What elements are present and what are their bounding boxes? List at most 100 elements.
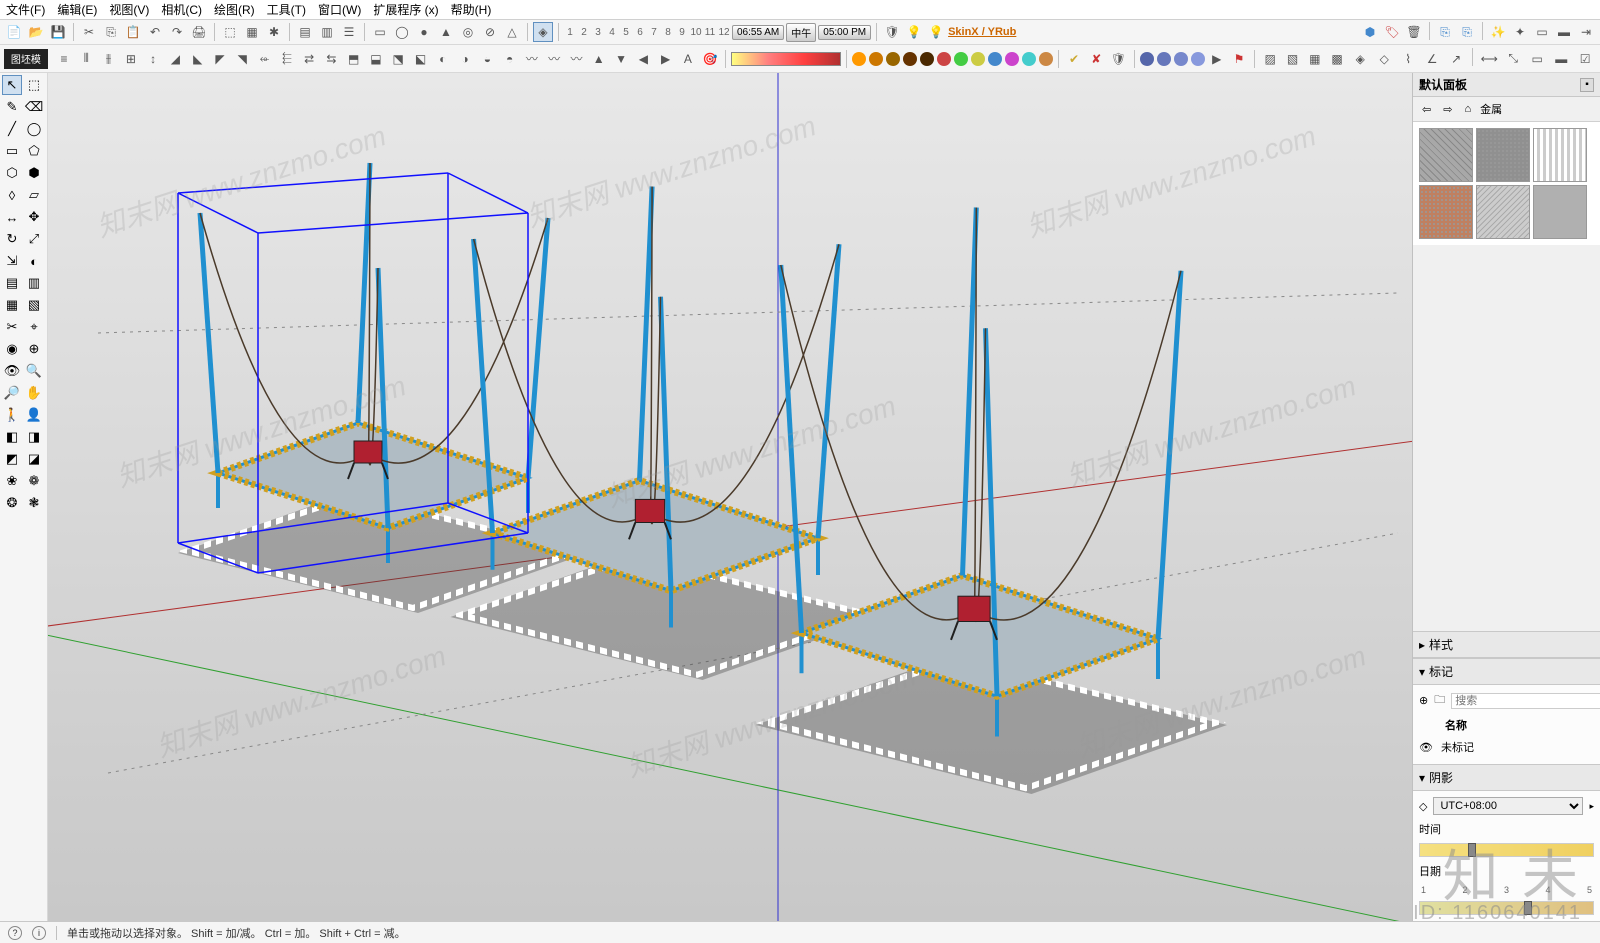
tb2-icon[interactable]: 🎯 <box>700 48 720 70</box>
tool-button[interactable]: ✥ <box>24 207 44 227</box>
color-dot[interactable] <box>954 52 968 66</box>
tb-copy3-icon[interactable]: ⎘ <box>1457 22 1477 42</box>
tool-button[interactable]: 🚶 <box>2 405 22 425</box>
tag-folder-icon[interactable]: 🗀 <box>1434 691 1445 710</box>
nav-home-icon[interactable]: ⌂ <box>1461 103 1474 115</box>
tb-num[interactable]: 5 <box>620 27 632 38</box>
tb2-icon[interactable]: ◤ <box>210 48 230 70</box>
tb2-hatch-icon[interactable]: ▦ <box>1305 48 1325 70</box>
menu-edit[interactable]: 编辑(E) <box>57 1 97 18</box>
tb-trash-icon[interactable]: 🗑 <box>1404 22 1424 42</box>
tb2-icon[interactable]: ◒ <box>477 48 497 70</box>
color-dot[interactable] <box>1174 52 1188 66</box>
tb-redo-icon[interactable]: ↷ <box>167 22 187 42</box>
tb2-icon[interactable]: ◢ <box>165 48 185 70</box>
tool-button[interactable]: ▱ <box>24 185 44 205</box>
material-swatch[interactable] <box>1476 128 1530 182</box>
tb2-icon[interactable]: ◑ <box>455 48 475 70</box>
material-swatch[interactable] <box>1419 185 1473 239</box>
tool-button[interactable]: ⇲ <box>2 251 22 271</box>
tool-button[interactable]: ⌖ <box>24 317 44 337</box>
tb-cut-icon[interactable]: ✂ <box>79 22 99 42</box>
color-dot[interactable] <box>1022 52 1036 66</box>
tb2-icon[interactable]: ◓ <box>499 48 519 70</box>
tb2-icon[interactable]: ⇄ <box>299 48 319 70</box>
menu-draw[interactable]: 绘图(R) <box>214 1 255 18</box>
material-category[interactable]: 金属 <box>1480 101 1502 117</box>
tb2-icon[interactable]: ⬱ <box>277 48 297 70</box>
time-slider[interactable] <box>1419 843 1594 857</box>
tb2-x-icon[interactable]: ✘ <box>1086 48 1106 70</box>
tb2-spring-icon[interactable]: ⌇ <box>1397 48 1419 70</box>
tool-button[interactable]: ◊ <box>2 185 22 205</box>
tb2-icon[interactable]: ⊞ <box>121 48 141 70</box>
tb2-icon[interactable]: ◀ <box>633 48 653 70</box>
tb-rect-icon[interactable]: ▭ <box>1532 22 1552 42</box>
tb-box-icon[interactable]: ▭ <box>370 22 390 42</box>
tool-button[interactable]: ▧ <box>24 295 44 315</box>
tb2-dim-icon[interactable]: ⟷ <box>1478 48 1500 70</box>
tool-button[interactable]: ╱ <box>2 119 22 139</box>
tool-button[interactable]: ◉ <box>2 339 22 359</box>
tool-button[interactable]: ▦ <box>2 295 22 315</box>
tool-button[interactable]: ↔ <box>2 207 22 227</box>
material-swatch[interactable] <box>1419 128 1473 182</box>
tb2-icon[interactable]: ⬕ <box>410 48 430 70</box>
tb2-icon[interactable]: ⫵ <box>98 48 118 70</box>
tb-3d-icon[interactable]: ⬢ <box>1360 22 1380 42</box>
tb2-diamond-icon[interactable]: ◈ <box>1349 48 1371 70</box>
tb-layers-icon[interactable]: ▤ <box>295 22 315 42</box>
tool-button[interactable]: ⬡ <box>2 163 22 183</box>
date-slider[interactable] <box>1419 901 1594 915</box>
tb-cone-icon[interactable]: ▲ <box>436 22 456 42</box>
tb-copy2-icon[interactable]: ⎘ <box>1435 22 1455 42</box>
tb2-icon[interactable]: ▲ <box>589 48 609 70</box>
help-icon[interactable]: ? <box>8 926 22 940</box>
tool-button[interactable]: ⤢ <box>24 229 44 249</box>
tool-button[interactable]: ◐ <box>24 251 44 271</box>
menu-camera[interactable]: 相机(C) <box>161 1 202 18</box>
tb-num[interactable]: 8 <box>662 27 674 38</box>
tb-time-1[interactable]: 06:55 AM <box>732 25 784 40</box>
tray-title-bar[interactable]: 默认面板 ▪ <box>1413 73 1600 97</box>
tool-button[interactable]: ◧ <box>2 427 22 447</box>
tb2-icon[interactable]: ⬔ <box>388 48 408 70</box>
tz-stepper-icon[interactable]: ▸ <box>1589 801 1594 812</box>
color-dot[interactable] <box>920 52 934 66</box>
tb2-icon[interactable]: ≡ <box>54 48 74 70</box>
color-dot[interactable] <box>1005 52 1019 66</box>
tb2-icon[interactable]: ⬒ <box>344 48 364 70</box>
tb-copy-icon[interactable]: ⎘ <box>101 22 121 42</box>
material-swatch[interactable] <box>1476 185 1530 239</box>
tool-button[interactable]: ▭ <box>2 141 22 161</box>
tag-untagged[interactable]: 未标记 <box>1441 739 1474 755</box>
tb-component-icon[interactable]: ⬚ <box>220 22 240 42</box>
tb-selected-icon[interactable]: ◈ <box>533 22 553 42</box>
tool-button[interactable]: ▤ <box>2 273 22 293</box>
tb-wand-icon[interactable]: ✨ <box>1488 22 1508 42</box>
tb-time-2[interactable]: 05:00 PM <box>818 25 871 40</box>
tb-num[interactable]: 7 <box>648 27 660 38</box>
info-icon[interactable]: i <box>32 926 46 940</box>
color-dot[interactable] <box>869 52 883 66</box>
tb-wand2-icon[interactable]: ✦ <box>1510 22 1530 42</box>
tb-num[interactable]: 2 <box>578 27 590 38</box>
tb-save-icon[interactable]: 💾 <box>48 22 68 42</box>
tool-button[interactable]: ❀ <box>2 471 22 491</box>
tag-search-input[interactable] <box>1451 693 1600 709</box>
tb-bulb-yellow-icon[interactable]: 💡 <box>926 22 946 42</box>
tool-button[interactable]: ⬚ <box>24 75 44 95</box>
tb2-box2-icon[interactable]: ▬ <box>1550 48 1572 70</box>
tb2-icon[interactable]: 〰 <box>544 48 564 70</box>
add-tag-icon[interactable]: ⊕ <box>1419 694 1428 707</box>
eye-icon[interactable]: 👁 <box>1419 741 1433 754</box>
tb-cylinder-icon[interactable]: ◯ <box>392 22 412 42</box>
tb-group-icon[interactable]: ▦ <box>242 22 262 42</box>
nav-back-icon[interactable]: ⇦ <box>1419 103 1434 116</box>
tb-open-icon[interactable]: 📂 <box>26 22 46 42</box>
tool-button[interactable]: ✂ <box>2 317 22 337</box>
tool-button[interactable]: ⊕ <box>24 339 44 359</box>
tool-button[interactable]: ◨ <box>24 427 44 447</box>
menu-extensions[interactable]: 扩展程序 (x) <box>373 1 438 18</box>
tool-button[interactable]: ⬢ <box>24 163 44 183</box>
